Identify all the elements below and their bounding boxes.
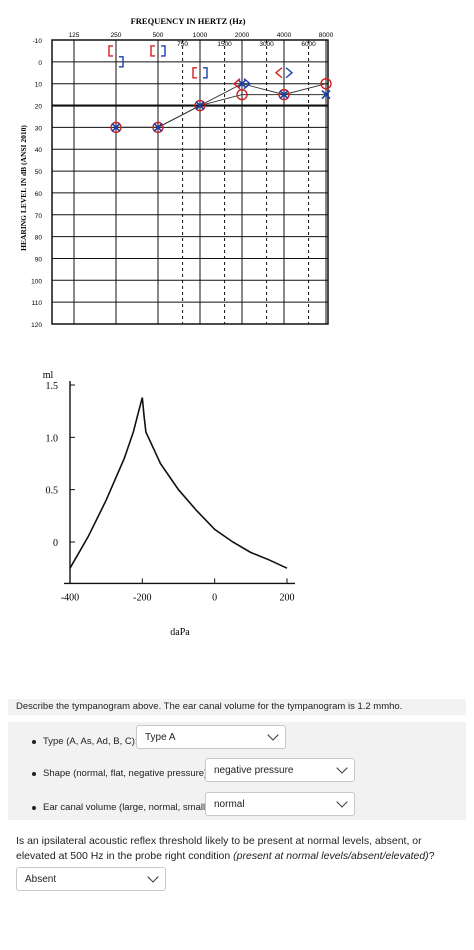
- tymp-y-tick-label: 1.5: [46, 381, 59, 392]
- chevron-down-icon: [147, 871, 159, 883]
- right-ear-circle-mark: [152, 121, 164, 134]
- db-tick-label: 60: [35, 191, 43, 198]
- left-masked-bone-mark: [161, 45, 166, 57]
- db-tick-label: -10: [33, 38, 43, 45]
- shape-select-value: negative pressure: [214, 765, 294, 776]
- freq-mid-tick-label: 750: [177, 41, 188, 48]
- threshold-connecting-line: [116, 83, 326, 128]
- db-tick-label: 100: [31, 278, 42, 285]
- tymp-x-tick-label: -200: [133, 592, 151, 603]
- volume-select[interactable]: normal: [205, 792, 355, 816]
- type-select-value: Type A: [145, 732, 176, 743]
- tymp-x-tick-label: 0: [212, 592, 217, 603]
- db-tick-label: 10: [35, 82, 43, 89]
- volume-select-value: normal: [214, 799, 245, 810]
- tymp-y-tick-label: 0.5: [46, 486, 59, 497]
- reflex-question-suffix: ?: [428, 850, 435, 862]
- left-bone-conduction-mark: [243, 78, 252, 90]
- db-tick-label: 90: [35, 256, 43, 263]
- tymp-x-tick-label: 200: [280, 592, 295, 603]
- reflex-question-hint: (present at normal levels/absent/elevate…: [233, 850, 429, 862]
- left-ear-x-mark: [153, 122, 163, 132]
- db-tick-label: 20: [35, 104, 43, 111]
- freq-tick-label: 2000: [235, 32, 250, 39]
- right-ear-circle-mark: [194, 99, 206, 112]
- bullet: [32, 771, 36, 776]
- audiogram-title: FREQUENCY IN HERTZ (Hz): [131, 16, 246, 26]
- freq-mid-tick-label: 6000: [301, 41, 316, 48]
- left-ear-x-mark: [321, 90, 331, 100]
- left-bone-conduction-mark: [285, 67, 294, 79]
- freq-mid-tick-label: 1500: [217, 41, 232, 48]
- audiogram: FREQUENCY IN HERTZ (Hz) HEARING LEVEL IN…: [19, 16, 334, 329]
- question-shape: Shape (normal, flat, negative pressure):: [32, 768, 210, 779]
- right-bone-conduction-mark: [232, 78, 241, 90]
- question-type-label: Type (A, As, Ad, B, C):: [43, 736, 138, 747]
- db-tick-label: 80: [35, 235, 43, 242]
- left-ear-x-mark: [279, 90, 289, 100]
- reflex-question: Is an ipsilateral acoustic reflex thresh…: [16, 834, 462, 864]
- db-tick-label: 0: [38, 60, 42, 67]
- right-masked-bone-mark: [150, 45, 155, 57]
- type-select[interactable]: Type A: [136, 725, 286, 749]
- tympanogram-description: Describe the tympanogram above. The ear …: [8, 699, 466, 715]
- chevron-down-icon: [336, 796, 348, 808]
- freq-tick-label: 250: [111, 32, 122, 39]
- right-masked-bone-mark: [192, 67, 197, 79]
- tymp-y-tick-label: 0: [53, 538, 58, 549]
- bullet: [32, 739, 36, 744]
- tympanogram-x-axis-label: daPa: [170, 627, 190, 638]
- db-tick-label: 50: [35, 169, 43, 176]
- reflex-select[interactable]: Absent: [16, 867, 166, 891]
- shape-select[interactable]: negative pressure: [205, 758, 355, 782]
- left-ear-x-mark: [195, 100, 205, 111]
- right-ear-circle-mark: [320, 77, 332, 90]
- tymp-x-tick-label: -400: [61, 592, 79, 603]
- reflex-select-value: Absent: [25, 874, 57, 885]
- freq-tick-label: 4000: [277, 32, 292, 39]
- tympanogram-curve: [69, 397, 288, 569]
- audiogram-frame: [51, 39, 329, 325]
- chevron-down-icon: [336, 762, 348, 774]
- db-tick-label: 30: [35, 125, 43, 132]
- left-masked-bone-mark: [119, 56, 124, 68]
- question-type: Type (A, As, Ad, B, C):: [32, 736, 138, 747]
- question-shape-label: Shape (normal, flat, negative pressure):: [43, 768, 210, 779]
- tympanogram-y-unit: ml: [43, 370, 54, 381]
- db-tick-label: 70: [35, 213, 43, 220]
- chevron-down-icon: [267, 729, 279, 741]
- freq-tick-label: 8000: [319, 32, 334, 39]
- tymp-y-tick-label: 1.0: [46, 433, 59, 444]
- bullet: [32, 805, 36, 810]
- freq-tick-label: 125: [69, 32, 80, 39]
- right-ear-circle-mark: [236, 88, 248, 101]
- left-ear-x-mark: [237, 79, 247, 89]
- db-tick-label: 40: [35, 147, 43, 154]
- reflex-question-text: Is an ipsilateral acoustic reflex thresh…: [16, 835, 422, 862]
- db-tick-label: 120: [31, 322, 42, 329]
- right-masked-bone-mark: [108, 45, 113, 57]
- question-volume: Ear canal volume (large, normal, small):: [32, 802, 211, 813]
- right-ear-circle-mark: [110, 121, 122, 134]
- freq-mid-tick-label: 3000: [259, 41, 274, 48]
- freq-tick-label: 1000: [193, 32, 208, 39]
- question-panel: Type (A, As, Ad, B, C): Type A Shape (no…: [8, 722, 466, 820]
- right-bone-conduction-mark: [274, 67, 283, 79]
- audiogram-y-axis-label: HEARING LEVEL IN dB (ANSI 2010): [19, 125, 28, 251]
- left-masked-bone-mark: [203, 67, 208, 79]
- left-ear-x-mark: [111, 122, 121, 132]
- question-volume-label: Ear canal volume (large, normal, small):: [43, 802, 211, 813]
- right-ear-circle-mark: [278, 88, 290, 101]
- db-tick-label: 110: [32, 300, 43, 307]
- freq-tick-label: 500: [153, 32, 164, 39]
- tympanogram: 1.5 1.0 0.5 0 -400 -200 0 200 daPa ml: [43, 370, 295, 638]
